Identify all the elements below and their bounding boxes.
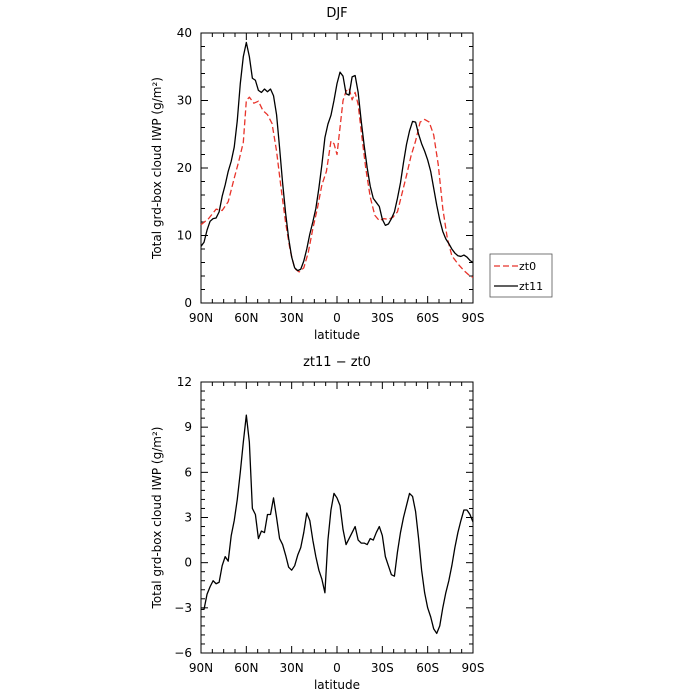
x-tick-label: 90N — [189, 661, 213, 675]
y-axis-title: Total grd-box cloud IWP (g/m²) — [150, 77, 164, 260]
x-tick-label: 30S — [371, 311, 394, 325]
chart-title: zt11 − zt0 — [303, 355, 371, 370]
x-tick-label: 90S — [462, 661, 485, 675]
plot-frame — [200, 381, 474, 654]
iwp-difference-panel: zt11 − zt0 90N 60N 30N 0 30S 60S 90S −6 −3 0 3 6 9 12 l… — [150, 355, 484, 692]
x-axis-title: latitude — [314, 328, 360, 342]
x-tick-label: 0 — [333, 661, 341, 675]
legend-label-zt11: zt11 — [519, 280, 543, 293]
x-tick-label: 30N — [280, 311, 304, 325]
x-tick-label: 90S — [462, 311, 485, 325]
y-tick-label: 12 — [177, 375, 192, 389]
y-tick-label: 0 — [184, 296, 192, 310]
legend-box — [489, 253, 553, 298]
series-line-series-0 — [201, 414, 474, 635]
x-tick-label: 60N — [234, 311, 258, 325]
y-tick-label: 6 — [184, 465, 192, 479]
legend: zt0 zt11 — [489, 253, 553, 298]
x-tick-label: 0 — [333, 311, 341, 325]
x-tick-label: 60S — [416, 661, 439, 675]
iwp-djf-panel: DJF 90N 60N 30N 0 30S 60S 90S 0 10 20 30 40 latitude T… — [150, 6, 553, 342]
y-tick-label: 0 — [184, 556, 192, 570]
series-line-zt0 — [200, 87, 474, 278]
y-tick-label: 3 — [184, 511, 192, 525]
x-tick-label: 30S — [371, 661, 394, 675]
y-tick-label: −6 — [174, 646, 192, 660]
chart-title: DJF — [326, 6, 347, 21]
y-tick-label: 10 — [177, 229, 192, 243]
x-tick-label: 30N — [280, 661, 304, 675]
x-axis-title: latitude — [314, 678, 360, 692]
y-tick-label: 9 — [184, 420, 192, 434]
legend-label-zt0: zt0 — [519, 260, 536, 273]
x-tick-label: 90N — [189, 311, 213, 325]
x-tick-label: 60S — [416, 311, 439, 325]
y-tick-label: 30 — [177, 94, 192, 108]
y-tick-label: −3 — [174, 601, 192, 615]
x-tick-label: 60N — [234, 661, 258, 675]
y-axis-title: Total grd-box cloud IWP (g/m²) — [150, 427, 164, 610]
series-line-zt11 — [200, 41, 474, 272]
y-tick-label: 20 — [177, 161, 192, 175]
y-tick-label: 40 — [177, 26, 192, 40]
